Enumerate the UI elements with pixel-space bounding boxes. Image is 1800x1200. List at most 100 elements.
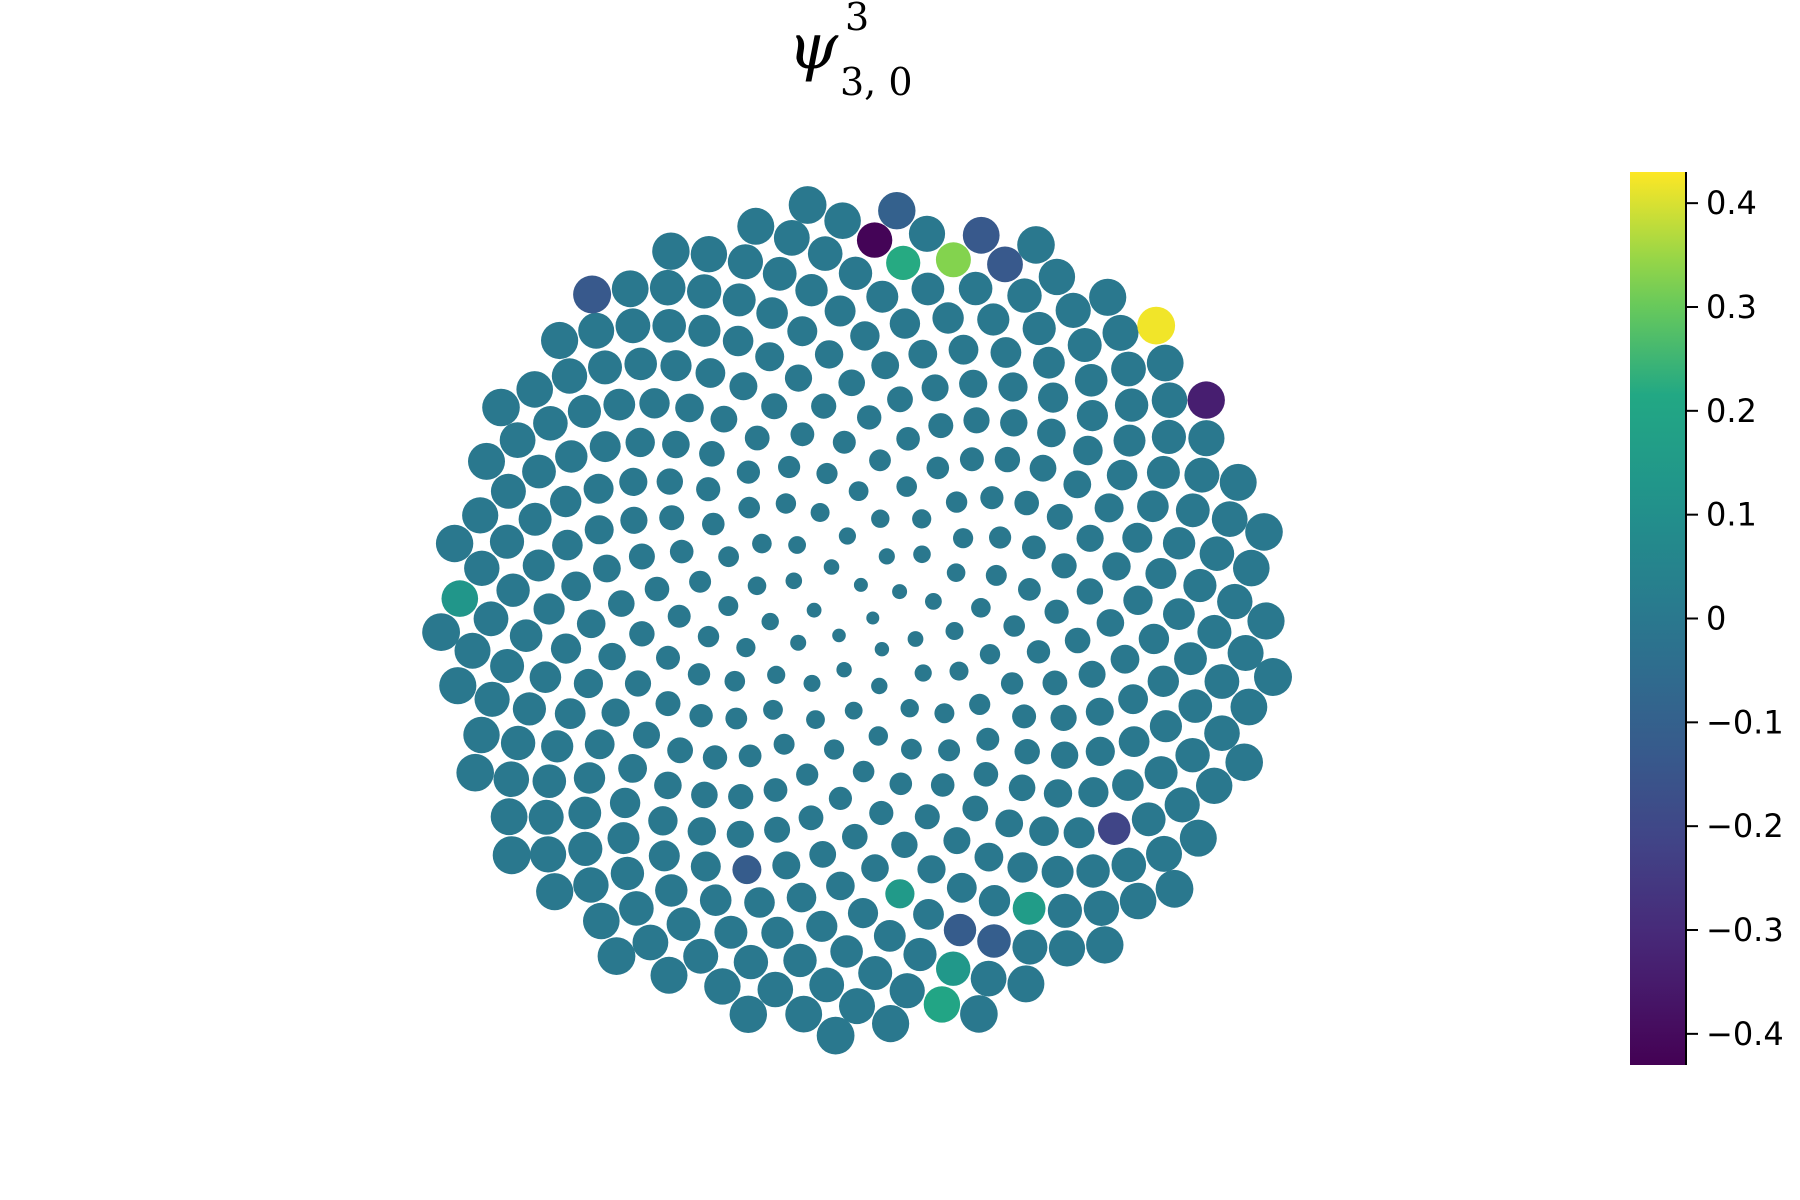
scatter-point xyxy=(648,840,680,872)
scatter-point xyxy=(736,460,761,484)
colorbar-tick-label: 0.4 xyxy=(1706,184,1757,222)
scatter-point xyxy=(790,634,807,651)
scatter-point xyxy=(838,256,873,290)
scatter-point xyxy=(1137,306,1176,345)
scatter-point xyxy=(1162,527,1196,560)
scatter-point xyxy=(611,270,649,308)
scatter-point xyxy=(1151,382,1188,419)
scatter-point xyxy=(803,674,821,692)
scatter-point xyxy=(462,497,499,534)
scatter-point xyxy=(589,431,621,463)
scatter-point xyxy=(752,533,772,554)
scatter-point xyxy=(1038,258,1076,296)
scatter-point xyxy=(620,506,648,534)
scatter-point xyxy=(529,661,562,693)
scatter-point xyxy=(784,364,813,392)
scatter-point xyxy=(688,314,721,347)
scatter-point xyxy=(1204,715,1240,751)
scatter-point xyxy=(619,891,654,926)
scatter-point xyxy=(584,515,614,545)
scatter-point xyxy=(1147,665,1180,697)
scatter-point xyxy=(911,272,945,306)
scatter-point xyxy=(778,455,801,479)
scatter-point xyxy=(807,236,843,271)
scatter-point xyxy=(1247,602,1285,640)
scatter-point xyxy=(878,192,916,230)
scatter-point xyxy=(729,995,767,1033)
scatter-point xyxy=(928,413,954,439)
scatter-point xyxy=(844,701,863,720)
scatter-point xyxy=(896,427,920,451)
scatter-point xyxy=(1078,777,1109,808)
scatter-point xyxy=(1227,635,1264,671)
scatter-point xyxy=(871,677,888,695)
scatter-point xyxy=(772,851,801,880)
scatter-point xyxy=(747,576,767,596)
scatter-point xyxy=(1144,756,1178,790)
scatter-point xyxy=(729,372,758,401)
scatter-point xyxy=(1137,490,1169,523)
scatter-point xyxy=(1046,503,1073,530)
scatter-point xyxy=(889,308,921,339)
scatter-point xyxy=(767,665,786,685)
scatter-point xyxy=(892,584,908,600)
scatter-point xyxy=(932,302,964,334)
scatter-point xyxy=(970,960,1007,997)
scatter-point xyxy=(632,924,669,961)
scatter-point xyxy=(554,698,586,729)
scatter-point xyxy=(1114,388,1149,422)
scatter-point xyxy=(824,202,861,239)
scatter-point xyxy=(995,809,1024,838)
scatter-point xyxy=(1110,644,1140,674)
scatter-point xyxy=(1033,346,1065,379)
scatter-point xyxy=(726,820,754,848)
scatter-point xyxy=(900,699,919,718)
scatter-point xyxy=(816,462,838,485)
scatter-point xyxy=(949,661,969,681)
colorbar-tick-label: −0.2 xyxy=(1706,807,1784,845)
scatter-point xyxy=(550,633,582,664)
scatter-point xyxy=(1179,819,1217,857)
scatter-point xyxy=(573,762,606,794)
scatter-point xyxy=(583,473,614,504)
scatter-point xyxy=(1074,364,1108,397)
scatter-point xyxy=(699,884,732,916)
scatter-point xyxy=(500,725,536,761)
scatter-point xyxy=(727,244,764,280)
scatter-point xyxy=(667,737,693,764)
scatter-point xyxy=(422,613,460,651)
scatter-point xyxy=(914,664,932,682)
scatter-point xyxy=(761,916,794,949)
scatter-point xyxy=(687,663,711,686)
scatter-point xyxy=(441,580,479,617)
scatter-point xyxy=(464,550,500,586)
scatter-point xyxy=(552,529,583,561)
scatter-point xyxy=(733,944,769,980)
scatter-point xyxy=(903,937,937,972)
scatter-point xyxy=(798,805,824,831)
scatter-point xyxy=(1050,704,1077,732)
scatter-point xyxy=(1017,226,1055,264)
scatter-point xyxy=(1146,344,1184,382)
scatter-point xyxy=(722,325,754,357)
scatter-point xyxy=(979,644,1001,665)
scatter-point xyxy=(891,831,918,858)
scatter-point xyxy=(773,733,795,755)
scatter-point xyxy=(1199,536,1235,571)
scatter-point xyxy=(872,1005,910,1043)
scatter-point xyxy=(1003,615,1025,637)
scatter-point xyxy=(1029,816,1059,846)
scatter-point xyxy=(1018,578,1041,601)
scatter-point xyxy=(722,283,756,317)
scatter-point xyxy=(810,503,830,522)
scatter-point xyxy=(1063,817,1095,849)
scatter-point xyxy=(1149,710,1182,743)
scatter-point xyxy=(786,882,817,913)
scatter-point xyxy=(532,764,567,798)
scatter-point xyxy=(930,773,955,797)
scatter-point xyxy=(1164,787,1200,823)
scatter-point xyxy=(1097,812,1131,845)
scatter-point xyxy=(660,350,692,382)
scatter-point xyxy=(639,388,670,419)
scatter-point xyxy=(687,817,716,846)
